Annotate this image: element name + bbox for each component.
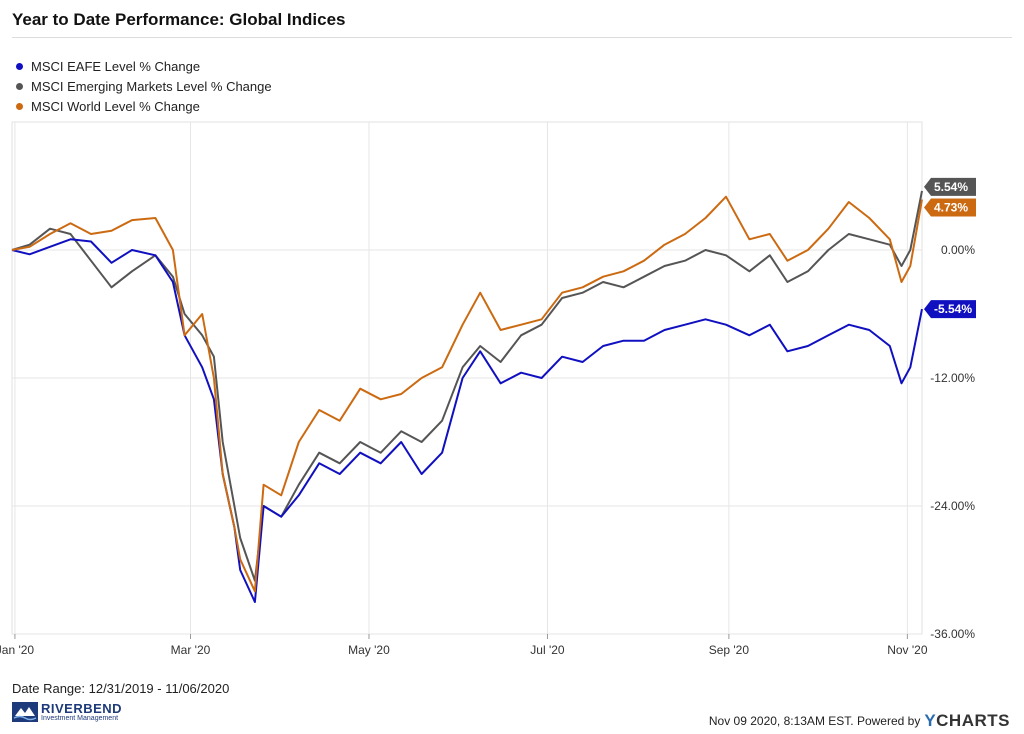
legend-item-world[interactable]: MSCI World Level % Change [16, 96, 272, 116]
logo-subtitle: Investment Management [41, 715, 119, 722]
ycharts-logo-y: Y [924, 711, 937, 730]
end-label-eafe-bg [924, 300, 976, 319]
legend: MSCI EAFE Level % Change MSCI Emerging M… [16, 56, 272, 116]
title-divider [12, 37, 1012, 38]
logo-name: RIVERBEND [41, 701, 123, 716]
legend-dot-eafe [16, 62, 23, 70]
end-label-world: 4.73% [934, 201, 968, 215]
series-line-world[interactable] [11, 195, 923, 593]
riverbend-logo-icon [12, 702, 38, 722]
legend-item-em[interactable]: MSCI Emerging Markets Level % Change [16, 76, 272, 96]
y-tick-label: -12.00% [930, 371, 975, 385]
chart-title: Year to Date Performance: Global Indices [12, 10, 346, 29]
x-tick-label: Nov '20 [887, 643, 928, 657]
ycharts-logo-rest: CHARTS [936, 711, 1010, 730]
legend-label-world: MSCI World Level % Change [31, 98, 200, 114]
legend-label-eafe: MSCI EAFE Level % Change [31, 58, 201, 74]
footer-attribution: Nov 09 2020, 8:13AM EST. Powered by YCHA… [709, 711, 1010, 731]
legend-dot-world [16, 102, 23, 110]
x-tick-label: Mar '20 [171, 643, 211, 657]
x-tick-label: Jan '20 [0, 643, 34, 657]
end-label-eafe: -5.54% [934, 302, 972, 316]
date-range: Date Range: 12/31/2019 - 11/06/2020 [12, 681, 230, 696]
chart-area[interactable]: 0.00% -12.00% -24.00% -36.00% Jan '20 Mar '20… [0, 0, 1024, 680]
end-label-em: 5.54% [934, 180, 968, 194]
x-tick-label: May '20 [348, 643, 390, 657]
series-line-em[interactable] [11, 190, 923, 582]
legend-dot-em [16, 82, 23, 90]
end-label-world-bg [924, 198, 976, 217]
y-tick-label: 0.00% [941, 243, 975, 257]
footer-timestamp: Nov 09 2020, 8:13AM EST. Powered by [708, 714, 921, 728]
x-tick-label: Jul '20 [530, 643, 565, 657]
x-tick-label: Sep '20 [709, 643, 750, 657]
ycharts-logo[interactable]: YCHARTS [924, 711, 1010, 731]
legend-item-eafe[interactable]: MSCI EAFE Level % Change [16, 56, 272, 76]
legend-label-em: MSCI Emerging Markets Level % Change [31, 78, 272, 94]
series-line-eafe[interactable] [11, 238, 923, 603]
end-label-em-bg [924, 177, 976, 196]
y-tick-label: -36.00% [930, 627, 975, 641]
y-tick-label: -24.00% [930, 499, 975, 513]
riverbend-logo: RIVERBEND Investment Management [12, 702, 122, 722]
